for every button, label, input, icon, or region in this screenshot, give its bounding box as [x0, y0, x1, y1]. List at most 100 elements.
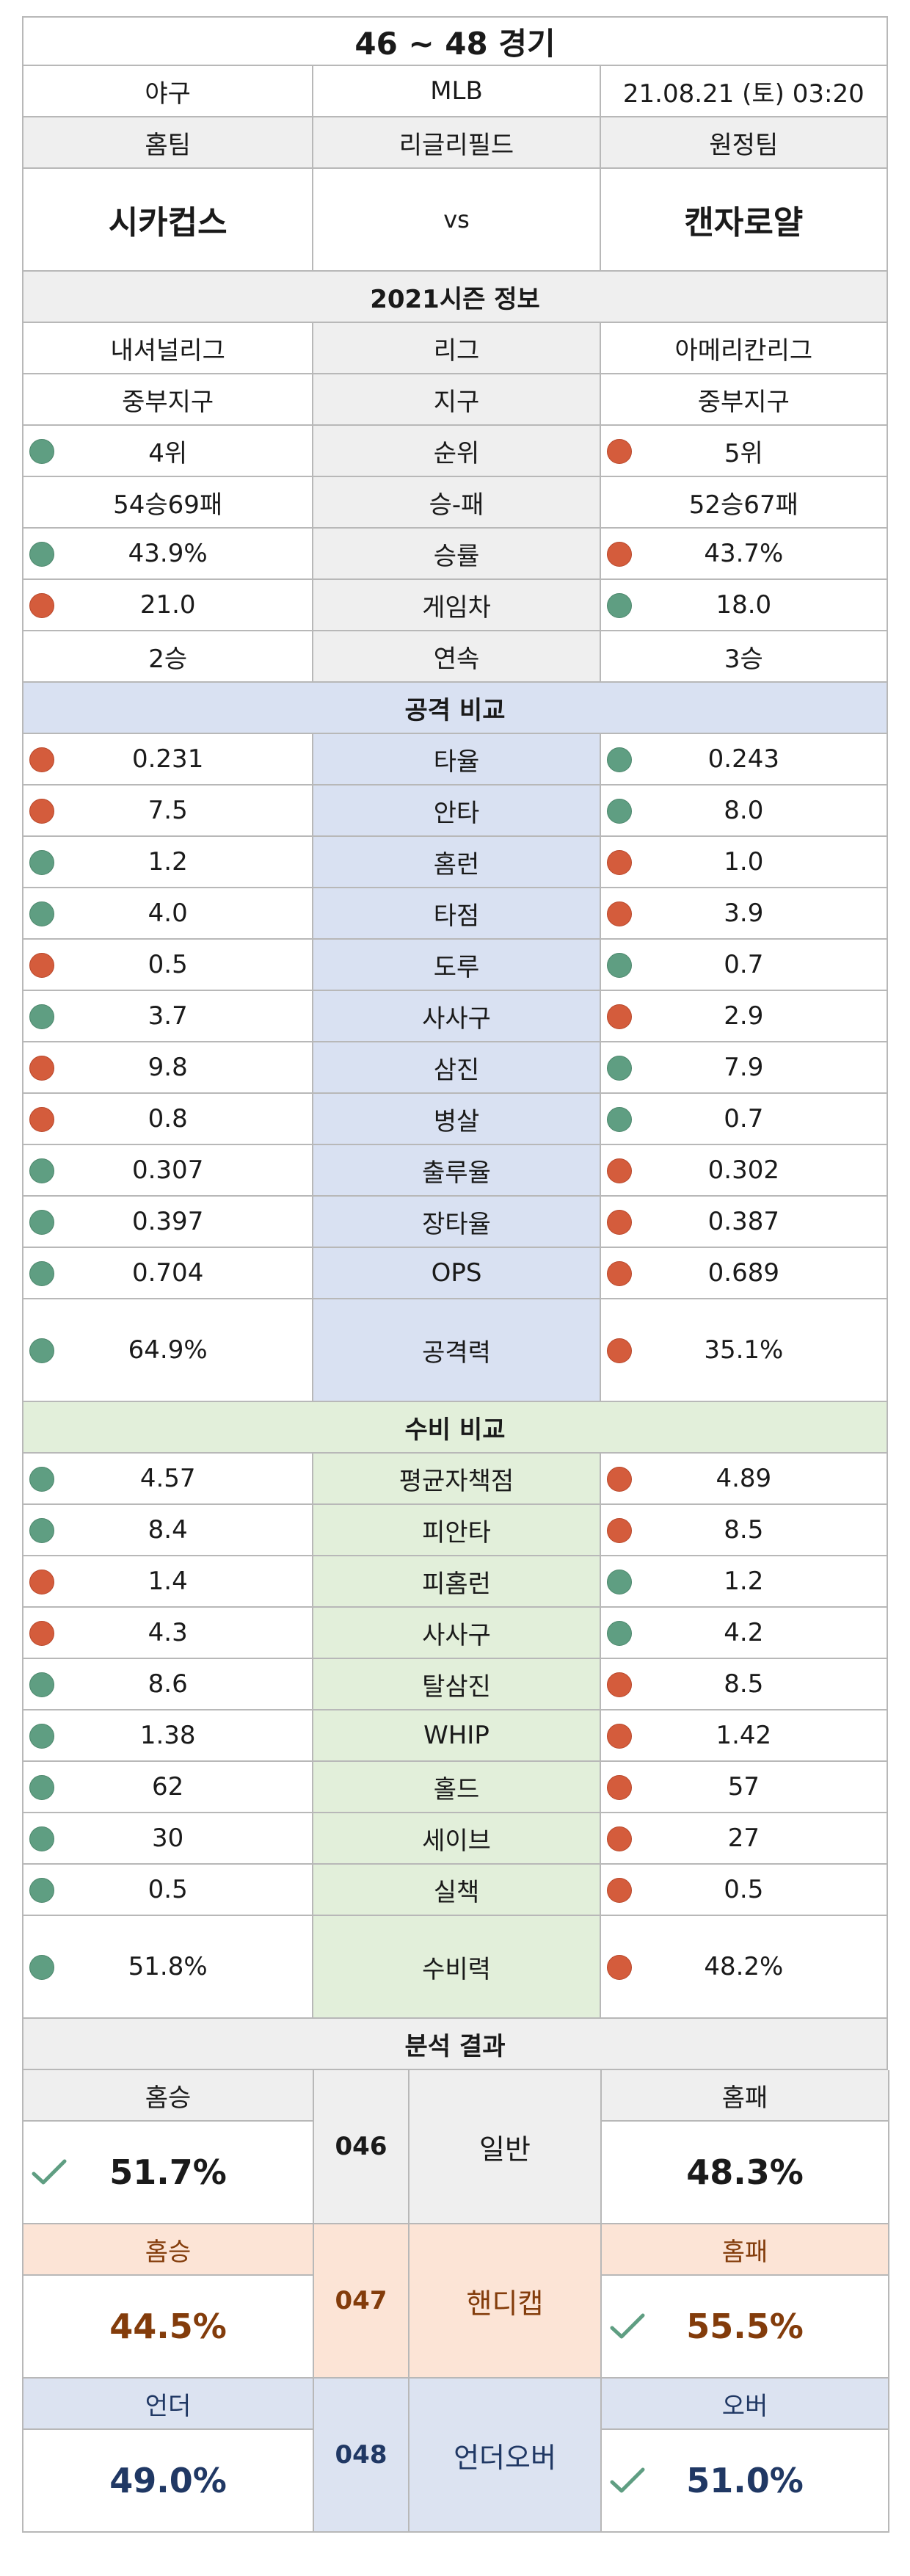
home-stat-cell: 7.5 [23, 786, 314, 837]
home-stat-cell: 중부지구 [23, 374, 314, 426]
away-stat-value: 8.5 [724, 1669, 764, 1699]
home-stat-value: 0.704 [131, 1258, 204, 1288]
away-stat-value: 4.2 [724, 1618, 764, 1647]
left-probability: 51.7% [109, 2152, 227, 2192]
red-indicator-icon [29, 593, 54, 618]
away-stat-cell: 1.0 [600, 837, 888, 888]
green-indicator-icon [29, 901, 54, 926]
stat-label: 장타율 [422, 1209, 491, 1239]
stat-label-cell: 사사구 [313, 1608, 601, 1659]
red-indicator-icon [606, 1672, 632, 1697]
stat-label-cell: 피홈런 [313, 1556, 601, 1608]
home-stat-cell: 21.0 [23, 580, 314, 631]
home-label: 홈팀 [23, 117, 314, 169]
analysis-block: 언더 49.0% 048 언더오버 오버 51.0% [22, 2379, 889, 2533]
green-indicator-icon [29, 1004, 54, 1029]
home-stat-cell: 4.57 [23, 1454, 314, 1505]
game-number: 048 [335, 2440, 387, 2470]
red-indicator-icon [606, 901, 632, 926]
red-indicator-icon [29, 953, 54, 978]
stat-label: 도루 [433, 952, 480, 982]
away-stat-value: 57 [727, 1772, 760, 1802]
left-probability: 44.5% [109, 2307, 227, 2346]
away-stat-cell: 8.5 [600, 1505, 888, 1556]
green-indicator-icon [606, 1056, 632, 1081]
away-stat-cell: 4.89 [600, 1454, 888, 1505]
league-cell: MLB [313, 66, 601, 117]
home-stat-cell: 4위 [23, 426, 314, 477]
home-stat-value: 0.397 [131, 1207, 204, 1236]
away-stat-value: 18.0 [716, 590, 772, 620]
defense-power-row: 51.8% 수비력 48.2% [22, 1916, 888, 2019]
home-stat-value: 4.0 [148, 899, 188, 928]
sheet-title: 46 ~ 48 경기 [23, 16, 888, 66]
stat-label-cell: 실책 [313, 1865, 601, 1916]
home-stat-value: 1.4 [148, 1567, 188, 1596]
red-indicator-icon [29, 1107, 54, 1132]
stat-label: 평균자책점 [398, 1466, 514, 1496]
stat-label-cell: 병살 [313, 1094, 601, 1145]
right-result-label: 오버 [602, 2379, 889, 2430]
attack-stat-row: 0.231 타율 0.243 [22, 734, 888, 786]
green-indicator-icon [29, 1338, 54, 1363]
datetime-cell: 21.08.21 (토) 03:20 [600, 66, 888, 117]
home-stat-cell: 1.4 [23, 1556, 314, 1608]
away-stat-value: 8.0 [724, 796, 764, 825]
left-label-text: 홈승 [145, 2083, 192, 2113]
away-stat-cell: 3.9 [600, 888, 888, 940]
attack-stat-row: 9.8 삼진 7.9 [22, 1042, 888, 1094]
defense-header-row: 수비 비교 [22, 1402, 888, 1454]
green-indicator-icon [606, 953, 632, 978]
right-result-value: 48.3% [602, 2122, 889, 2224]
home-stat-cell: 0.397 [23, 1197, 314, 1248]
red-indicator-icon [606, 850, 632, 875]
away-stat-value: 0.7 [724, 950, 764, 979]
attack-stat-row: 0.704 OPS 0.689 [22, 1248, 888, 1299]
away-stat-value: 아메리칸리그 [674, 335, 813, 366]
home-stat-value: 중부지구 [122, 387, 214, 417]
home-stat-value: 0.307 [131, 1155, 204, 1185]
green-indicator-icon [29, 850, 54, 875]
red-indicator-icon [606, 1775, 632, 1800]
bet-type-cell: 일반 [410, 2070, 602, 2224]
away-stat-cell: 35.1% [600, 1299, 888, 1402]
defense-stats: 4.57 평균자책점 4.89 8.4 피안타 8.5 1.4 피홈런 1.2 4.3 사사구 4.2… [22, 1454, 888, 2019]
away-stat-value: 27 [727, 1824, 760, 1853]
stat-label: 피안타 [422, 1517, 491, 1548]
home-stat-cell: 62 [23, 1762, 314, 1813]
home-stat-cell: 0.8 [23, 1094, 314, 1145]
red-indicator-icon [606, 1518, 632, 1543]
game-number-cell: 047 [314, 2224, 410, 2379]
stat-label-cell: 홈런 [313, 837, 601, 888]
stat-label: 출루율 [422, 1158, 491, 1188]
away-stat-cell: 1.42 [600, 1710, 888, 1762]
home-stat-value: 7.5 [148, 796, 188, 825]
game-number: 047 [335, 2286, 387, 2315]
stat-label: 삼진 [433, 1055, 480, 1085]
right-result-value: 55.5% [602, 2276, 889, 2379]
left-probability: 49.0% [109, 2461, 227, 2500]
season-stat-row: 중부지구 지구 중부지구 [22, 374, 888, 426]
away-stat-cell: 0.7 [600, 940, 888, 991]
stat-label: 피홈런 [422, 1569, 491, 1599]
home-stat-value: 43.9% [128, 539, 208, 568]
stat-label-cell: 수비력 [313, 1916, 601, 2019]
stat-label-cell: 순위 [313, 426, 601, 477]
stat-label: 타율 [433, 747, 480, 777]
attack-stats: 0.231 타율 0.243 7.5 안타 8.0 1.2 홈런 1.0 4.0 타점 3.9 0.5 도… [22, 734, 888, 1402]
game-number: 046 [335, 2132, 387, 2161]
attack-stat-row: 3.7 사사구 2.9 [22, 991, 888, 1042]
away-stat-value: 1.2 [724, 1567, 764, 1596]
away-stat-cell: 52승67패 [600, 477, 888, 529]
away-stat-value: 1.42 [716, 1721, 772, 1750]
analysis-block: 홈승 51.7% 046 일반 홈패 48.3% [22, 2070, 889, 2224]
away-stat-cell: 18.0 [600, 580, 888, 631]
away-stat-cell: 4.2 [600, 1608, 888, 1659]
home-stat-value: 0.5 [148, 950, 188, 979]
teams-row: 시카컵스 vs 캔자로얄 [22, 169, 888, 272]
analysis-sheet: 46 ~ 48 경기 야구 MLB 21.08.21 (토) 03:20 홈팀 … [22, 16, 889, 2533]
away-stat-cell: 1.2 [600, 1556, 888, 1608]
away-stat-cell: 48.2% [600, 1916, 888, 2019]
stat-label-cell: 게임차 [313, 580, 601, 631]
stat-label: 리그 [433, 335, 480, 366]
